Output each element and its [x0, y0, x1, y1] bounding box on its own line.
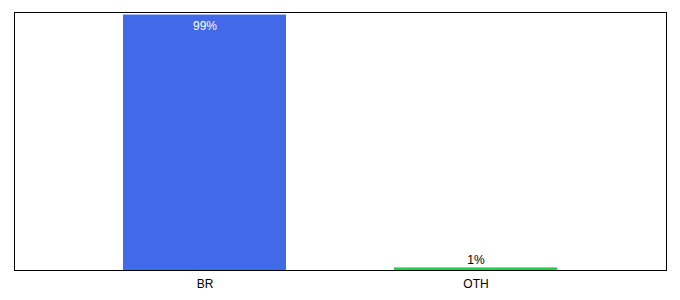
svg-text:1%: 1%	[467, 253, 485, 267]
svg-text:BR: BR	[197, 277, 214, 291]
svg-text:99%: 99%	[193, 19, 217, 33]
svg-text:OTH: OTH	[463, 277, 488, 291]
